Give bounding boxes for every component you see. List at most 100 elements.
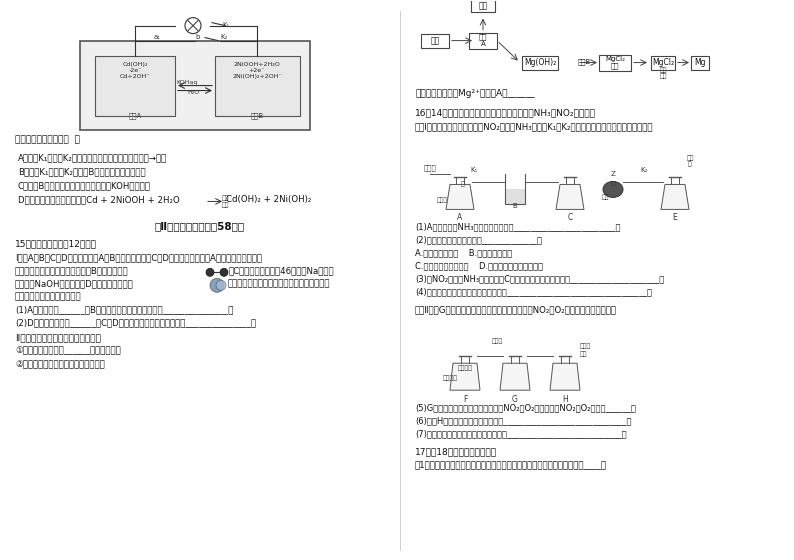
Text: （1）根据构成原电池的本质判断，下列方程式正确且能设计成原电池的是____。: （1）根据构成原电池的本质判断，下列方程式正确且能设计成原电池的是____。 (415, 460, 607, 469)
Text: 熔融: 熔融 (659, 67, 667, 73)
Text: Cd(OH)₂
-2e⁻
Cd+2OH⁻: Cd(OH)₂ -2e⁻ Cd+2OH⁻ (120, 62, 150, 79)
Text: 液变红色。请回答下列问题：: 液变红色。请回答下列问题： (15, 292, 82, 301)
Bar (522, 55, 558, 69)
Text: (7)写出该喷泉实验原理的化学方程式：___________________________。: (7)写出该喷泉实验原理的化学方程式：_____________________… (415, 429, 626, 438)
Text: I．有A、B、C、D四种有机物，A、B属于烃类物质，C、D都是烃的衍生物。A是含氢质量分数最大: I．有A、B、C、D四种有机物，A、B属于烃类物质，C、D都是烃的衍生物。A是含… (15, 253, 262, 262)
Text: K₂: K₂ (220, 34, 227, 40)
Text: 电极A: 电极A (129, 113, 141, 119)
Text: 浓硫酸: 浓硫酸 (491, 339, 503, 344)
Text: G: G (512, 395, 518, 404)
Text: D: D (611, 181, 615, 188)
Text: 的有机物，分子结构为正四面体，B的球棍模型为: 的有机物，分子结构为正四面体，B的球棍模型为 (15, 267, 129, 276)
Text: 工业上常用于沉淀Mg²⁺的试剂A是______: 工业上常用于沉淀Mg²⁺的试剂A是______ (415, 88, 534, 97)
Polygon shape (450, 363, 480, 390)
Text: 第Ⅱ卷（非选择题，共58分）: 第Ⅱ卷（非选择题，共58分） (155, 221, 245, 231)
Text: a₁: a₁ (153, 34, 160, 40)
Text: E: E (673, 213, 677, 222)
Polygon shape (500, 363, 530, 390)
Text: 海水: 海水 (430, 36, 440, 45)
Text: 探究Ⅱ：将G装置上面的圆底烧瓶收集满气体，探究NO₂、O₂混合气体的喷泉实验。: 探究Ⅱ：将G装置上面的圆底烧瓶收集满气体，探究NO₂、O₂混合气体的喷泉实验。 (415, 305, 617, 314)
Text: (1)A的电子式是______，B发生加聚反应的化学方程式为_______________。: (1)A的电子式是______，B发生加聚反应的化学方程式为__________… (15, 305, 233, 314)
Text: 但不能与NaOH溶液反应；D的空间填充模型为: 但不能与NaOH溶液反应；D的空间填充模型为 (15, 279, 133, 288)
Circle shape (220, 268, 228, 276)
Text: MgCl₂: MgCl₂ (652, 58, 674, 67)
Bar (421, 34, 449, 48)
Text: KOHaq: KOHaq (176, 80, 198, 85)
Text: Mg: Mg (694, 58, 706, 67)
Polygon shape (556, 184, 584, 209)
Text: 铜片: 铜片 (580, 352, 588, 357)
Text: 甲: 甲 (461, 182, 464, 188)
Bar (215, 55, 300, 115)
Bar (691, 55, 709, 69)
Bar (80, 41, 310, 130)
Text: 探究Ⅰ：利用如图所示装置探究NO₂能否被NH₃还原（K₁、K₂为止水夹，夹持及固定装置略去）。: 探究Ⅰ：利用如图所示装置探究NO₂能否被NH₃还原（K₁、K₂为止水夹，夹持及固… (415, 123, 653, 132)
Text: B．断开K₁、合上K₂，电极B为阳极，发生氧化反应: B．断开K₁、合上K₂，电极B为阳极，发生氧化反应 (18, 167, 145, 176)
Text: C．电极B发生氧化反应过程中，溶液中KOH浓度增大: C．电极B发生氧化反应过程中，溶液中KOH浓度增大 (18, 181, 151, 190)
Bar (599, 54, 631, 71)
Text: MgCl₂
溶液: MgCl₂ 溶液 (605, 56, 625, 69)
Polygon shape (505, 189, 525, 204)
Text: 2NiOOH+2H₂O
+2e⁻
2Ni(OH)₂+2OH⁻: 2NiOOH+2H₂O +2e⁻ 2Ni(OH)₂+2OH⁻ (232, 62, 282, 79)
Text: 浓硝酸: 浓硝酸 (580, 344, 592, 349)
Text: 充电: 充电 (222, 195, 229, 201)
Text: II．海洋资源的利用具有广阔前景。: II．海洋资源的利用具有广阔前景。 (15, 333, 101, 342)
Text: ①海水淡化的方法有______（填一种）。: ①海水淡化的方法有______（填一种）。 (15, 346, 121, 355)
Text: 二氧化锰: 二氧化锰 (442, 376, 457, 381)
Text: 溶液: 溶液 (478, 1, 488, 10)
Text: ②下图是从海水中提取镁的简单流程：: ②下图是从海水中提取镁的简单流程： (15, 359, 105, 368)
Text: 试剂
A: 试剂 A (479, 34, 488, 48)
Text: C: C (568, 213, 572, 222)
Text: 16（14分）某化学自主实验小组通过实验探究NH₃、NO₂的性质。: 16（14分）某化学自主实验小组通过实验探究NH₃、NO₂的性质。 (415, 109, 596, 118)
Text: A．断开K₁、合上K₂，镍镉电池能量转化形式：化学能→电能: A．断开K₁、合上K₂，镍镉电池能量转化形式：化学能→电能 (18, 153, 168, 162)
Text: 液氨水: 液氨水 (424, 165, 437, 171)
Text: 放电: 放电 (222, 202, 229, 208)
Text: (6)写出H中发生反应的离子方程式：_____________________________。: (6)写出H中发生反应的离子方程式：______________________… (415, 416, 631, 425)
Text: K₁: K₁ (470, 167, 477, 174)
Text: (2)甲、乙分别是（填字母）_____________。: (2)甲、乙分别是（填字母）_____________。 (415, 235, 542, 244)
Text: 通电: 通电 (659, 73, 667, 78)
Text: (4)此实验装置存在一个明显的缺陷是：_________________________________。: (4)此实验装置存在一个明显的缺陷是：_____________________… (415, 287, 652, 296)
Text: (3)若NO₂能够被NH₃还原，预期C装置中能观察到的现象是：_____________________。: (3)若NO₂能够被NH₃还原，预期C装置中能观察到的现象是：_________… (415, 274, 665, 283)
Bar (471, 0, 495, 12)
Text: H₂O: H₂O (187, 90, 199, 95)
Bar (651, 55, 675, 69)
Text: A.浓硫酸、碱石灰    B.碱石灰、碱石灰: A.浓硫酸、碱石灰 B.碱石灰、碱石灰 (415, 249, 512, 258)
Text: Mg(OH)₂: Mg(OH)₂ (524, 58, 556, 67)
Text: ，向该物质的水溶液中滴加紫色石蕊溶液，溶: ，向该物质的水溶液中滴加紫色石蕊溶液，溶 (228, 279, 330, 288)
Text: 17．（18分）回答下列问题：: 17．（18分）回答下列问题： (415, 447, 497, 456)
Text: H: H (562, 395, 568, 404)
Text: C.碱石灰、无水氯化钙    D.五氧化二磷、五氧化二磷: C.碱石灰、无水氯化钙 D.五氧化二磷、五氧化二磷 (415, 262, 543, 270)
Text: 铜片: 铜片 (601, 195, 609, 200)
Bar (469, 32, 497, 49)
Text: A: A (457, 213, 463, 222)
Text: 过氧化钠: 过氧化钠 (457, 365, 472, 371)
Bar (95, 55, 175, 115)
Text: B: B (513, 203, 518, 209)
Text: K₂: K₂ (640, 167, 647, 174)
Polygon shape (661, 184, 689, 209)
Text: 电极B: 电极B (250, 113, 264, 119)
Circle shape (216, 281, 226, 290)
Text: K₁: K₁ (222, 22, 229, 27)
Ellipse shape (603, 181, 623, 198)
Text: (2)D的官能团名称是______，C与D发生酯化反应的化学方程式为_______________。: (2)D的官能团名称是______，C与D发生酯化反应的化学方程式为______… (15, 318, 256, 327)
Polygon shape (446, 184, 474, 209)
Circle shape (206, 268, 214, 276)
Text: 试剂B: 试剂B (578, 58, 592, 65)
Text: 生石灰: 生石灰 (437, 198, 448, 203)
Text: F: F (463, 395, 467, 404)
Text: D．镍镉二次电池的总反应：Cd + 2NiOOH + 2H₂O: D．镍镉二次电池的总反应：Cd + 2NiOOH + 2H₂O (18, 195, 179, 204)
Circle shape (210, 278, 224, 292)
Text: ，C的相对分子质量为46，能与Na反应，: ，C的相对分子质量为46，能与Na反应， (229, 267, 334, 276)
Text: Z: Z (611, 171, 615, 178)
Text: (5)G装置中浓硫酸有三种作用：混合NO₂、O₂气体；干燥NO₂、O₂；观察______。: (5)G装置中浓硫酸有三种作用：混合NO₂、O₂气体；干燥NO₂、O₂；观察__… (415, 403, 636, 412)
Polygon shape (550, 363, 580, 390)
Circle shape (185, 17, 201, 34)
Text: Cd(OH)₂ + 2Ni(OH)₂: Cd(OH)₂ + 2Ni(OH)₂ (226, 195, 311, 204)
Text: 15．回答下列问题（12分）。: 15．回答下列问题（12分）。 (15, 239, 97, 249)
Text: 液硝
酸: 液硝 酸 (686, 155, 694, 167)
Text: 下列说法不正确的是（  ）: 下列说法不正确的是（ ） (15, 136, 80, 144)
Text: b: b (196, 34, 200, 40)
Text: (1)A装置中制取NH₃的化学方程式是：________________________。: (1)A装置中制取NH₃的化学方程式是：____________________… (415, 222, 620, 231)
